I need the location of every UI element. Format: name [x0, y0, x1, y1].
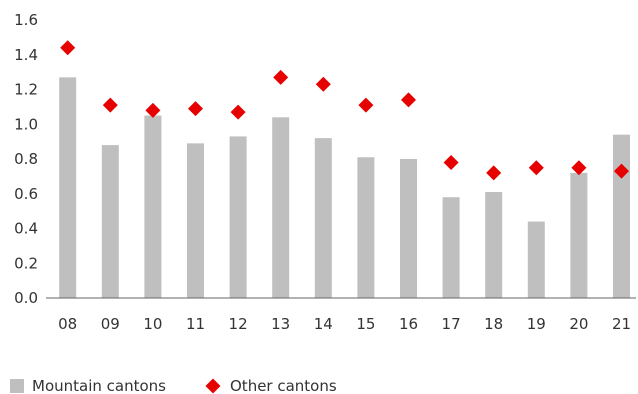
- x-tick-label: 16: [399, 315, 418, 333]
- marker: [230, 104, 246, 120]
- legend: Mountain cantons Other cantons: [10, 377, 337, 394]
- y-axis-ticks: 0.0 0.2 0.4 0.6 0.8 1.0 1.2 1.4 1.6: [14, 11, 38, 307]
- bar: [59, 77, 77, 299]
- x-tick-label: 18: [484, 315, 503, 333]
- bar: [613, 134, 630, 298]
- x-tick-label: 10: [143, 315, 162, 333]
- x-tick-label: 15: [356, 315, 375, 333]
- y-tick-label: 1.6: [14, 11, 38, 29]
- y-tick-label: 0.2: [14, 254, 38, 272]
- bar: [101, 145, 119, 298]
- marker: [273, 69, 289, 85]
- y-tick-label: 1.4: [14, 46, 38, 64]
- x-tick-label: 12: [229, 315, 248, 333]
- bar: [229, 136, 247, 298]
- legend-swatch-other-cantons: [205, 378, 221, 394]
- bar: [485, 192, 503, 298]
- marker: [315, 76, 331, 92]
- marker: [188, 101, 203, 117]
- bar: [144, 115, 162, 298]
- y-tick-label: 1.0: [14, 115, 38, 133]
- marker: [60, 40, 76, 56]
- y-tick-label: 0.8: [14, 150, 38, 168]
- y-tick-label: 0.0: [14, 289, 38, 307]
- x-tick-label: 20: [569, 315, 588, 333]
- x-tick-label: 19: [527, 315, 546, 333]
- marker: [443, 154, 459, 170]
- legend-label-other-cantons: Other cantons: [230, 377, 337, 394]
- x-tick-label: 21: [612, 315, 631, 333]
- legend-swatch-mountain-cantons: [10, 379, 24, 393]
- bar: [314, 138, 332, 298]
- x-tick-label: 09: [101, 315, 120, 333]
- marker: [102, 97, 118, 113]
- bar: [570, 172, 588, 298]
- bar: [527, 221, 545, 298]
- marker: [145, 102, 161, 118]
- x-tick-label: 13: [271, 315, 290, 333]
- marker: [486, 165, 502, 181]
- x-axis-ticks: 08 09 10 11 12 13 14 15 16 17 18 19 20 21: [58, 315, 631, 333]
- x-tick-label: 08: [58, 315, 77, 333]
- y-tick-label: 1.2: [14, 81, 38, 99]
- marker: [528, 160, 544, 176]
- marker: [358, 97, 374, 113]
- bar: [272, 117, 290, 298]
- legend-label-mountain-cantons: Mountain cantons: [32, 377, 166, 394]
- bar: [187, 143, 204, 298]
- bar: [400, 159, 417, 298]
- marker: [614, 163, 629, 179]
- markers-other-cantons: [60, 40, 629, 181]
- marker: [401, 92, 416, 108]
- bars-mountain-cantons: [59, 77, 630, 299]
- x-tick-label: 14: [314, 315, 333, 333]
- y-tick-label: 0.6: [14, 185, 38, 203]
- y-tick-label: 0.4: [14, 220, 38, 238]
- bar: [442, 197, 460, 298]
- x-tick-label: 17: [442, 315, 461, 333]
- bar: [357, 157, 375, 298]
- x-tick-label: 11: [186, 315, 205, 333]
- marker: [571, 160, 587, 176]
